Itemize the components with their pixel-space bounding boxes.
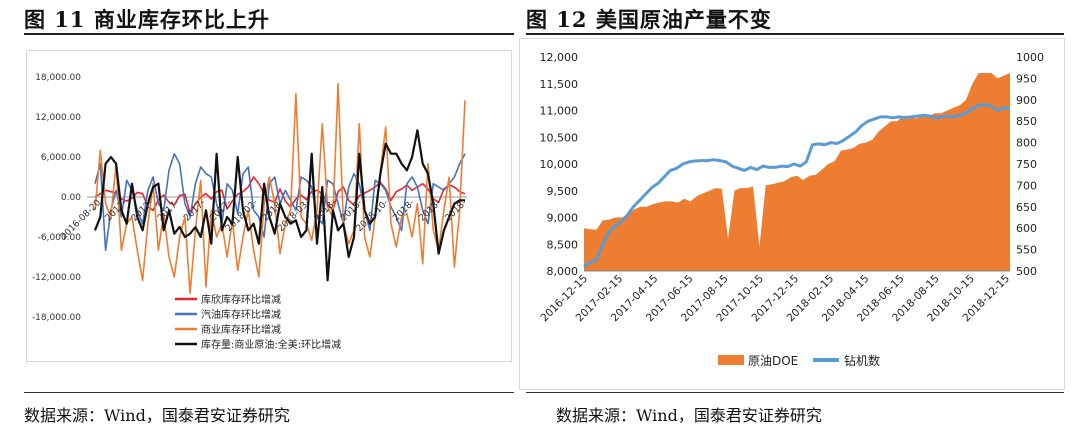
y-right-tick-label: 600 xyxy=(1016,222,1037,235)
y-right-tick-label: 900 xyxy=(1016,94,1037,107)
y-left-tick-label: 10,500 xyxy=(540,131,579,144)
y-left-tick-label: 9,500 xyxy=(547,185,579,198)
y-right-tick-label: 500 xyxy=(1016,265,1037,278)
legend-label: 原油DOE xyxy=(748,354,798,368)
legend-label: 库存量:商业原油:全美:环比增减 xyxy=(201,338,341,351)
legend-swatch-area xyxy=(718,355,744,365)
y-right-tick-label: 850 xyxy=(1016,115,1037,128)
left-chart-frame: 18,000.00 12,000.00 6,000.00 0.00 -6,000.00 -… xyxy=(26,50,512,362)
y-right-tick-label: 950 xyxy=(1016,72,1037,85)
inventory-change-chart: 18,000.00 12,000.00 6,000.00 0.00 -6,000.00 -… xyxy=(32,73,469,351)
y-tick-label: -6,000.00 xyxy=(38,233,82,243)
y-left-tick-label: 9,000 xyxy=(547,212,579,225)
legend-label: 库欣库存环比增减 xyxy=(201,293,281,306)
y-left-tick-label: 12,000 xyxy=(540,51,579,64)
production-area xyxy=(584,73,1010,271)
right-chart-frame: 12,000 11,500 11,000 10,500 10,000 9,500 9,000… xyxy=(519,38,1065,390)
legend-label: 汽油库存环比增减 xyxy=(201,308,281,321)
y-tick-label: -12,000.00 xyxy=(32,273,81,283)
y-left-tick-label: 8,000 xyxy=(547,265,579,278)
left-title-rule xyxy=(24,33,514,35)
right-title-rule xyxy=(526,33,1064,35)
series-line-orange xyxy=(94,82,466,295)
y-right-tick-label: 800 xyxy=(1016,137,1037,150)
y-tick-label: 0.00 xyxy=(61,193,81,203)
y-right-tick-label: 650 xyxy=(1016,201,1037,214)
left-source-rule xyxy=(24,392,514,393)
y-left-tick-label: 10,000 xyxy=(540,158,579,171)
y-left-tick-label: 11,000 xyxy=(540,105,579,118)
legend-label: 钻机数 xyxy=(844,353,880,368)
legend-label: 商业库存环比增减 xyxy=(201,323,281,336)
oil-production-chart: 12,000 11,500 11,000 10,500 10,000 9,500 9,000… xyxy=(538,51,1044,368)
y-right-tick-label: 700 xyxy=(1016,179,1037,192)
y-tick-label: 6,000.00 xyxy=(41,153,81,163)
y-right-tick-label: 550 xyxy=(1016,244,1037,257)
y-tick-label: 18,000.00 xyxy=(35,73,81,83)
right-panel-title: 图 12 美国原油产量不变 xyxy=(526,7,772,32)
y-left-tick-label: 11,500 xyxy=(540,78,579,91)
y-right-tick-label: 750 xyxy=(1016,158,1037,171)
right-source-note: 数据来源：Wind，国泰君安证券研究 xyxy=(556,406,822,425)
y-tick-label: -18,000.00 xyxy=(32,313,81,323)
x-tick-label: 2016-08-20 xyxy=(59,198,103,242)
right-source-rule xyxy=(526,392,1064,393)
y-tick-label: 12,000.00 xyxy=(35,113,81,123)
y-right-tick-label: 1000 xyxy=(1016,51,1044,64)
left-source-note: 数据来源：Wind，国泰君安证券研究 xyxy=(24,406,290,425)
series-line-black xyxy=(93,129,465,282)
rig-count-line xyxy=(583,103,1011,268)
series-line-red xyxy=(94,176,466,215)
y-left-tick-label: 8,500 xyxy=(547,238,579,251)
left-panel-title: 图 11 商业库存环比上升 xyxy=(24,7,270,32)
